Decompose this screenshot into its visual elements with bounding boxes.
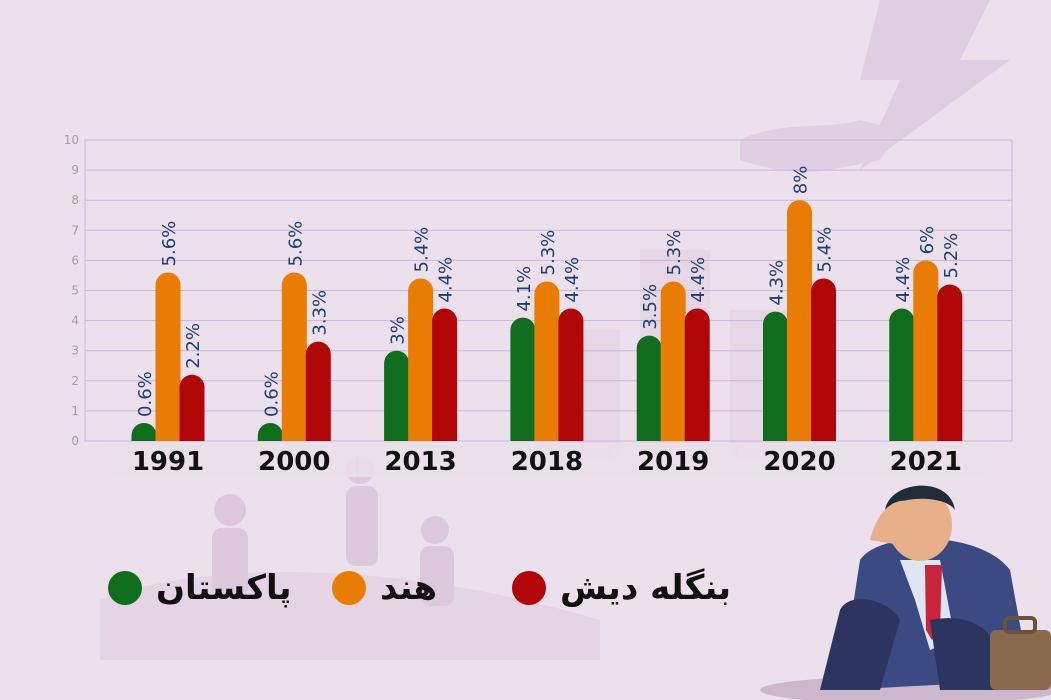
bar-pakistan-2021 <box>889 308 915 441</box>
x-tick-label-1991: 1991 <box>132 447 204 477</box>
data-label-pakistan-1991: 0.6% <box>135 371 156 417</box>
y-tick-label: 1 <box>71 404 79 418</box>
data-label-pakistan-2020: 4.3% <box>767 260 788 306</box>
data-label-bangladesh-2000: 3.3% <box>309 290 330 336</box>
bar-bangladesh-2013 <box>432 308 458 441</box>
x-tick-label-2013: 2013 <box>384 447 456 477</box>
data-label-pakistan-2018: 4.1% <box>514 266 535 312</box>
data-label-pakistan-2013: 3% <box>388 316 409 345</box>
data-label-india-2019: 5.3% <box>664 230 685 276</box>
bar-india-2019 <box>660 281 686 441</box>
data-label-bangladesh-1991: 2.2% <box>183 323 204 369</box>
data-label-india-2000: 5.6% <box>285 221 306 267</box>
data-label-bangladesh-2013: 4.4% <box>436 257 457 303</box>
x-tick-label-2021: 2021 <box>890 447 962 477</box>
y-tick-label: 8 <box>71 193 79 207</box>
bar-bangladesh-1991 <box>179 374 205 441</box>
data-label-pakistan-2021: 4.4% <box>893 257 914 303</box>
x-label-box <box>483 443 610 477</box>
y-tick-label: 9 <box>71 163 79 177</box>
bar-bangladesh-2021 <box>937 284 963 441</box>
bar-bangladesh-2000 <box>305 341 331 441</box>
data-label-india-2021: 6% <box>917 226 938 255</box>
x-tick-label-2019: 2019 <box>637 447 709 477</box>
bar-pakistan-2018 <box>510 317 536 441</box>
data-label-india-2020: 8% <box>791 166 812 195</box>
bar-pakistan-2019 <box>636 335 662 441</box>
legend-label-india: هند <box>380 568 438 608</box>
x-label-box <box>357 443 484 477</box>
bar-pakistan-2020 <box>763 311 788 441</box>
x-axis: 1991 2000 2013 2018 2019 2020 2021 <box>105 443 989 477</box>
legend-india: هند <box>332 560 437 616</box>
bar-pakistan-1991 <box>131 422 157 441</box>
data-label-pakistan-2000: 0.6% <box>261 371 282 417</box>
bar-bangladesh-2018 <box>558 308 584 441</box>
legend-label-bangladesh: بنگله دیش <box>560 568 732 608</box>
y-tick-label: 2 <box>71 374 79 388</box>
legend-pakistan: پاکستان <box>108 560 292 616</box>
bar-pakistan-2013 <box>384 350 410 441</box>
bar-bangladesh-2019 <box>684 308 710 441</box>
y-axis: 0 1 2 3 4 5 6 7 8 9 10 <box>64 133 1013 448</box>
x-label-box <box>231 443 358 477</box>
x-tick-label-2000: 2000 <box>258 447 330 477</box>
y-tick-label: 0 <box>71 434 79 448</box>
bars: 0.6%5.6%2.2%0.6%5.6%3.3% 3%5.4%4.4% 4.1%5.… <box>131 166 963 441</box>
data-label-bangladesh-2020: 5.4% <box>815 227 836 273</box>
data-label-bangladesh-2021: 5.2% <box>941 233 962 279</box>
data-label-india-2018: 5.3% <box>538 230 559 276</box>
bar-bangladesh-2020 <box>811 278 836 441</box>
legend-label-pakistan: پاکستان <box>156 568 292 608</box>
legend-swatch-pakistan <box>108 571 142 605</box>
bar-india-2018 <box>534 281 560 441</box>
data-label-pakistan-2019: 3.5% <box>640 284 661 330</box>
bar-india-2021 <box>913 260 939 441</box>
data-label-bangladesh-2019: 4.4% <box>688 257 709 303</box>
data-label-india-1991: 5.6% <box>159 221 180 267</box>
x-label-box <box>610 443 737 477</box>
legend-swatch-bangladesh <box>512 571 546 605</box>
x-label-box <box>105 443 231 477</box>
y-tick-label: 4 <box>71 314 79 328</box>
legend-swatch-india <box>332 571 366 605</box>
y-tick-label: 3 <box>71 344 79 358</box>
bar-india-1991 <box>155 272 181 441</box>
data-label-india-2013: 5.4% <box>412 227 433 273</box>
x-label-box <box>862 443 989 477</box>
x-label-box <box>736 443 863 477</box>
y-tick-label: 10 <box>64 133 79 147</box>
x-tick-label-2018: 2018 <box>511 447 583 477</box>
bar-india-2013 <box>408 278 434 441</box>
y-tick-label: 5 <box>71 284 79 298</box>
data-label-bangladesh-2018: 4.4% <box>562 257 583 303</box>
x-tick-label-2020: 2020 <box>763 447 835 477</box>
y-tick-label: 7 <box>71 223 79 237</box>
bar-india-2020 <box>787 200 812 441</box>
worried-man-illustration <box>760 485 1051 700</box>
bar-pakistan-2000 <box>257 422 283 441</box>
bar-india-2000 <box>281 272 307 441</box>
legend-bangladesh: بنگله دیش <box>512 560 731 616</box>
y-tick-label: 6 <box>71 253 79 267</box>
